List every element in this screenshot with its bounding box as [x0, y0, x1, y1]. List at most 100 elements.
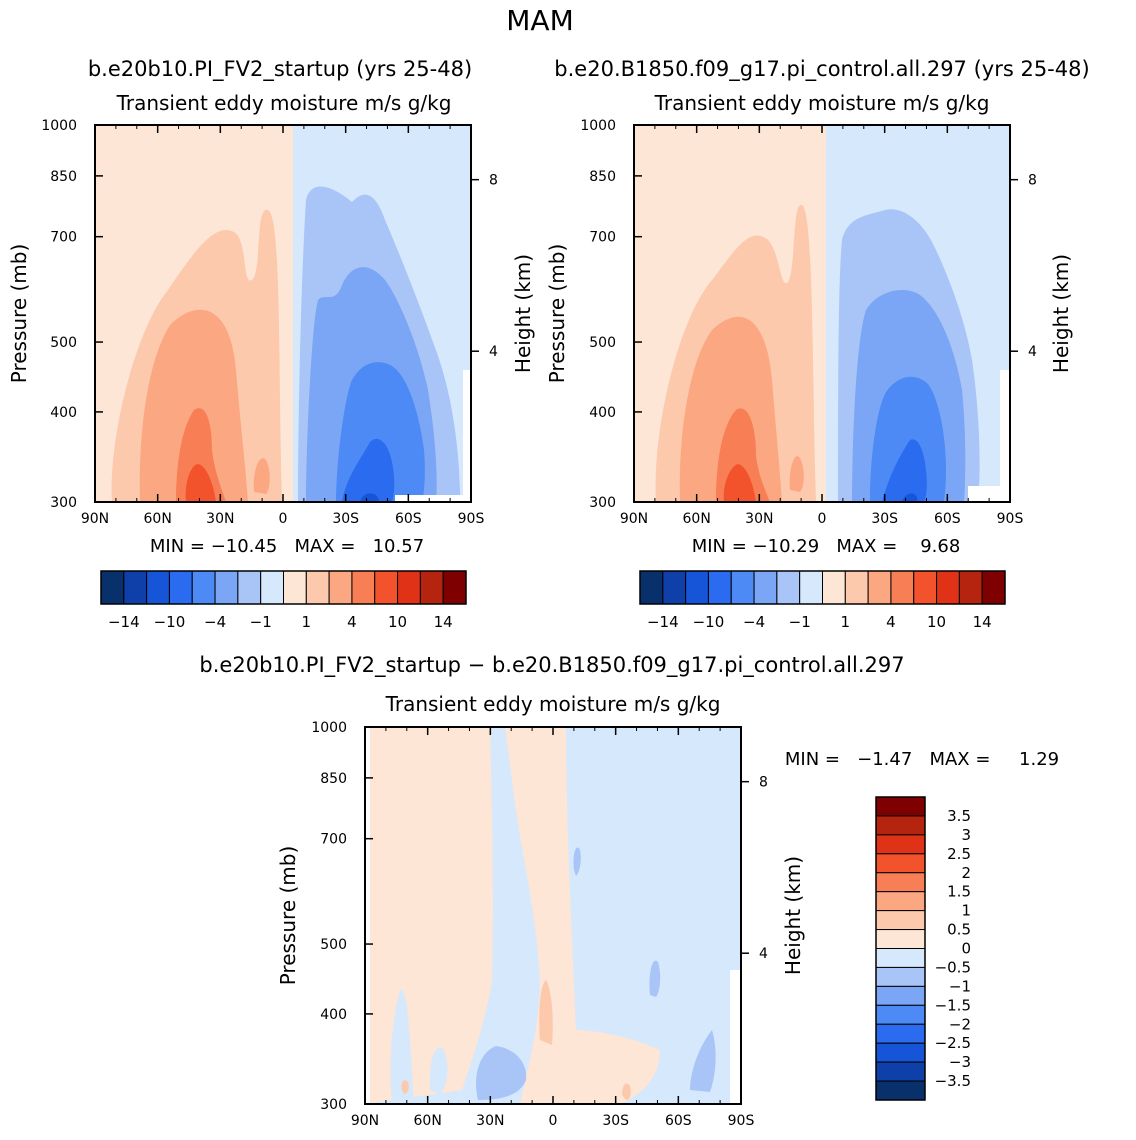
colorbar-swatch	[875, 1080, 926, 1101]
colorbar-swatch	[875, 1004, 926, 1025]
colorbar-swatch	[419, 570, 444, 605]
colorbar-swatch	[844, 570, 869, 605]
colorbar-swatch	[875, 966, 926, 987]
y-axis-label: Pressure (mb)	[276, 846, 300, 986]
colorbar-swatch	[875, 929, 926, 949]
colorbar-swatch	[707, 570, 732, 605]
x-tick-label: 60S	[665, 1113, 692, 1129]
x-tick-label: 90S	[728, 1113, 755, 1129]
colorbar-swatch	[397, 570, 421, 605]
y-tick-label: 850	[50, 169, 77, 185]
colorbar-swatch	[283, 570, 307, 605]
y-axis-label: Pressure (mb)	[545, 244, 569, 384]
colorbar-swatch	[867, 570, 892, 605]
panel-3: b.e20b10.PI_FV2_startup − b.e20.B1850.f0…	[199, 653, 1059, 1129]
colorbar-label: −14	[647, 613, 679, 631]
panel-2-title: b.e20.B1850.f09_g17.pi_control.all.297 (…	[554, 57, 1089, 82]
colorbar-swatch	[753, 570, 778, 605]
panel-1-contour-pos-3b	[253, 458, 270, 494]
colorbar-label: −0.5	[935, 958, 971, 976]
colorbar-swatch	[799, 570, 823, 605]
colorbar-frame	[875, 796, 926, 1101]
panel-1-contour-neg-4	[342, 438, 395, 502]
y-tick-label: 700	[50, 230, 77, 246]
colorbar-swatch	[875, 910, 926, 931]
colorbar-label: 14	[973, 613, 992, 631]
panel-3-fill-positive-patch-h	[622, 1083, 631, 1100]
panel-3-stats: MIN = −1.47 MAX = 1.29	[785, 749, 1059, 770]
x-tick-label: 0	[818, 511, 827, 527]
colorbar-swatch	[123, 570, 148, 605]
x-tick-label: 30N	[745, 511, 773, 527]
panel-3-fill-negative-patch-c	[476, 1046, 527, 1100]
y-tick-label: 700	[320, 832, 347, 848]
colorbar-frame	[100, 570, 467, 605]
panel-1-mask-right	[463, 370, 471, 502]
y-tick-label: 700	[589, 230, 616, 246]
panel-2-axes: 90N 60N 30N 0 30S 60S 90S 300 400 500 700 850 1000 8 4…	[545, 118, 1073, 527]
y-right-tick-label: 4	[489, 344, 498, 360]
x-tick-label: 60S	[395, 511, 422, 527]
panel-1-title: b.e20b10.PI_FV2_startup (yrs 25-48)	[88, 57, 472, 82]
colorbar-swatch	[776, 570, 801, 605]
colorbar-label: 3.5	[947, 807, 971, 825]
y-tick-label: 500	[320, 937, 347, 953]
colorbar-swatch	[822, 570, 846, 605]
colorbar-label: −1	[789, 613, 811, 631]
colorbar-swatch	[168, 570, 193, 605]
colorbar-swatch	[981, 570, 1006, 605]
colorbar-swatch	[875, 853, 926, 874]
panel-3-fill-negative-patch-d	[573, 847, 581, 876]
colorbar-label: 0.5	[947, 921, 971, 939]
colorbar-label: −3.5	[935, 1072, 971, 1090]
panel-3-fill-negative-patch-a	[390, 989, 414, 1104]
panel-2-stats: MIN = −10.29 MAX = 9.68	[692, 536, 961, 557]
panel-1-mask	[395, 495, 471, 502]
panel-3-fill-positive-north	[365, 727, 493, 1104]
x-tick-label: 30S	[871, 511, 898, 527]
page-title: MAM	[506, 4, 573, 37]
colorbar-label: −4	[204, 613, 226, 631]
colorbar-swatch	[639, 570, 664, 605]
colorbar-label: −2	[949, 1015, 971, 1033]
x-tick-label: 60N	[414, 1113, 442, 1129]
panel-3-mask-right	[730, 970, 741, 1104]
colorbar-swatch	[875, 1023, 926, 1044]
y-tick-label: 300	[50, 495, 77, 511]
y-tick-label: 400	[50, 405, 77, 421]
panel-2-contour-pos-4	[723, 464, 756, 502]
colorbar-label: 1	[302, 613, 312, 631]
x-tick-label: 90S	[997, 511, 1024, 527]
colorbar-swatch	[260, 570, 284, 605]
y-tick-label: 1000	[580, 118, 616, 134]
x-tick-label: 60N	[683, 511, 711, 527]
colorbar-swatch	[685, 570, 709, 605]
y-right-tick-label: 4	[1028, 344, 1037, 360]
panel-2-colorbar: −14 −10 −4 −1 1 4 10 14	[639, 570, 1006, 631]
x-tick-label: 60S	[934, 511, 961, 527]
colorbar-label: −1	[949, 977, 971, 995]
y-right-tick-label: 4	[759, 946, 768, 962]
colorbar-label: 1	[841, 613, 851, 631]
panel-2-contour-pos-3b	[789, 456, 804, 492]
y-tick-label: 400	[320, 1007, 347, 1023]
colorbar-label: −3	[949, 1053, 971, 1071]
panel-1-contour-pos-2	[139, 309, 248, 502]
colorbar-swatch	[875, 815, 926, 836]
panel-1-contour-neg-5	[360, 493, 379, 502]
colorbar-label: 1	[961, 902, 971, 920]
y-tick-label: 400	[589, 405, 616, 421]
panel-1-colorbar: −14 −10 −4 −1 1 4 10 14	[100, 570, 467, 631]
x-tick-label: 90N	[81, 511, 109, 527]
colorbar-swatch	[875, 985, 926, 1006]
colorbar-swatch	[214, 570, 239, 605]
panel-1: b.e20b10.PI_FV2_startup (yrs 25-48) Tran…	[7, 57, 535, 631]
colorbar-label: −10	[693, 613, 725, 631]
colorbar-label: 2.5	[947, 845, 971, 863]
panel-3-subtitle: Transient eddy moisture m/s g/kg	[385, 692, 721, 716]
colorbar-swatch	[875, 891, 926, 912]
panel-2-contours	[634, 125, 1010, 502]
panel-2-contour-neg-4	[882, 439, 927, 502]
colorbar-swatch	[237, 570, 262, 605]
